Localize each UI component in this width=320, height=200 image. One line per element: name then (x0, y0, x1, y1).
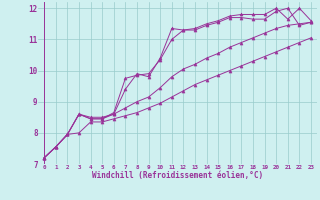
X-axis label: Windchill (Refroidissement éolien,°C): Windchill (Refroidissement éolien,°C) (92, 171, 263, 180)
